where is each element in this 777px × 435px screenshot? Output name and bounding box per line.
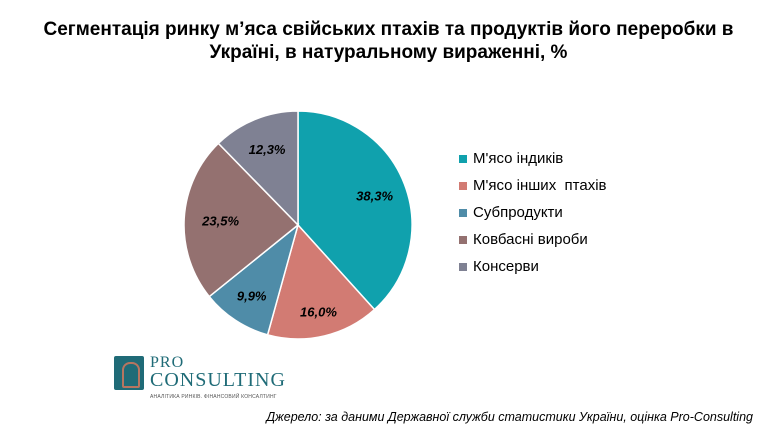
legend-label-3: Ковбасні вироби [473,231,588,248]
pie-slice-3 [183,142,300,298]
source-note: Джерело: за даними Державної служби стат… [266,410,753,424]
legend-item-3: Ковбасні вироби [459,226,607,253]
legend-swatch-4 [459,262,467,271]
pie-slice-label-3: 23,5% [201,213,239,228]
legend-swatch-2 [459,208,467,217]
chart-legend: М'ясо індиків М'ясо інших птахів Субпродук… [459,145,607,280]
chart-title-line-1: Сегментація ринку м’яса свійських птахів… [43,19,734,40]
legend-label-0: М'ясо індиків [473,150,564,167]
legend-item-2: Субпродукти [459,199,607,226]
legend-label-1: М'ясо інших птахів [473,177,607,194]
pie-slice-4 [217,110,299,227]
legend-swatch-1 [459,181,467,190]
legend-label-2: Субпродукти [473,204,563,221]
pie-slice-label-4: 12,3% [249,142,286,157]
logo-pro-text: PRO [150,354,185,371]
pro-consulting-logo: PRO CONSULTING АНАЛІТИКА РИНКІВ. ФІНАНСО… [114,354,285,404]
legend-item-0: М'ясо індиків [459,145,607,172]
legend-swatch-3 [459,235,467,244]
pie-slice-0 [297,110,413,311]
legend-label-4: Консерви [473,258,539,275]
pie-slice-label-2: 9,9% [237,289,267,304]
chart-title-line-2: Україні, в натуральному вираженні, % [209,42,568,63]
logo-consulting-text: CONSULTING [150,369,286,391]
logo-tagline: АНАЛІТИКА РИНКІВ. ФІНАНСОВИЙ КОНСАЛТИНГ [150,394,277,400]
logo-horse-icon [114,356,144,390]
legend-item-4: Консерви [459,253,607,280]
legend-swatch-0 [459,154,467,163]
pie-slice-label-1: 16,0% [300,305,337,320]
chart-title: Сегментація ринку м’яса свійських птахів… [0,18,777,64]
pie-slice-label-0: 38,3% [356,189,393,204]
pie-slice-1 [266,223,376,340]
legend-item-1: М'ясо інших птахів [459,172,607,199]
